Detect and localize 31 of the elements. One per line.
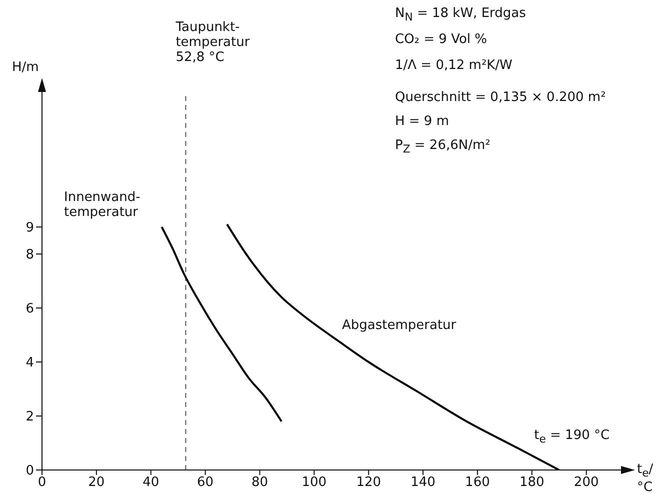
- annotation: t$_{e}$ = 190 °C: [534, 428, 610, 446]
- line-series: [160, 226, 283, 422]
- x-tick-label: 180: [519, 475, 544, 490]
- annotation: H = 9 m: [395, 114, 449, 129]
- x-tick-label: 60: [197, 475, 214, 490]
- x-tick-label: 140: [410, 475, 436, 490]
- line-series: [226, 223, 560, 470]
- x-tick-label: 200: [574, 475, 599, 490]
- y-tick-label: 2: [26, 410, 34, 425]
- y-axis-title: H/m: [12, 60, 39, 75]
- text: 1/Λ = 0,12 m²K/W: [395, 58, 512, 73]
- text: CO₂ = 9 Vol %: [395, 32, 488, 47]
- x-tick-label: 100: [302, 475, 327, 490]
- y-tick-label: 6: [26, 302, 34, 317]
- ref-line-label: Taupunkt-temperatur 52,8 °C: [176, 20, 251, 65]
- x-tick-label: 40: [142, 475, 160, 490]
- y-tick-label: 0: [26, 464, 34, 479]
- x-tick-label: 160: [465, 475, 490, 490]
- x-tick-label: 120: [356, 475, 382, 490]
- series-label: Abgastemperatur: [342, 318, 458, 333]
- annotation: Querschnitt = 0,135 × 0.200 m²: [395, 90, 606, 105]
- text: N$_{N}$ = 18 kW, Erdgas: [395, 6, 526, 24]
- y-tick-label: 8: [26, 248, 34, 263]
- x-tick-label: 80: [251, 475, 268, 490]
- y-tick-label: 9: [26, 220, 34, 236]
- annotation: P$_{Z}$ = 26,6N/m²: [395, 138, 490, 156]
- x-axis-title: t$_{e}$/°C: [637, 462, 654, 495]
- y-tick-label: 4: [26, 356, 34, 371]
- x-tick-label: 0: [38, 475, 46, 490]
- x-tick-label: 20: [88, 475, 105, 490]
- series-label: Innenwand-temperatur: [64, 190, 142, 220]
